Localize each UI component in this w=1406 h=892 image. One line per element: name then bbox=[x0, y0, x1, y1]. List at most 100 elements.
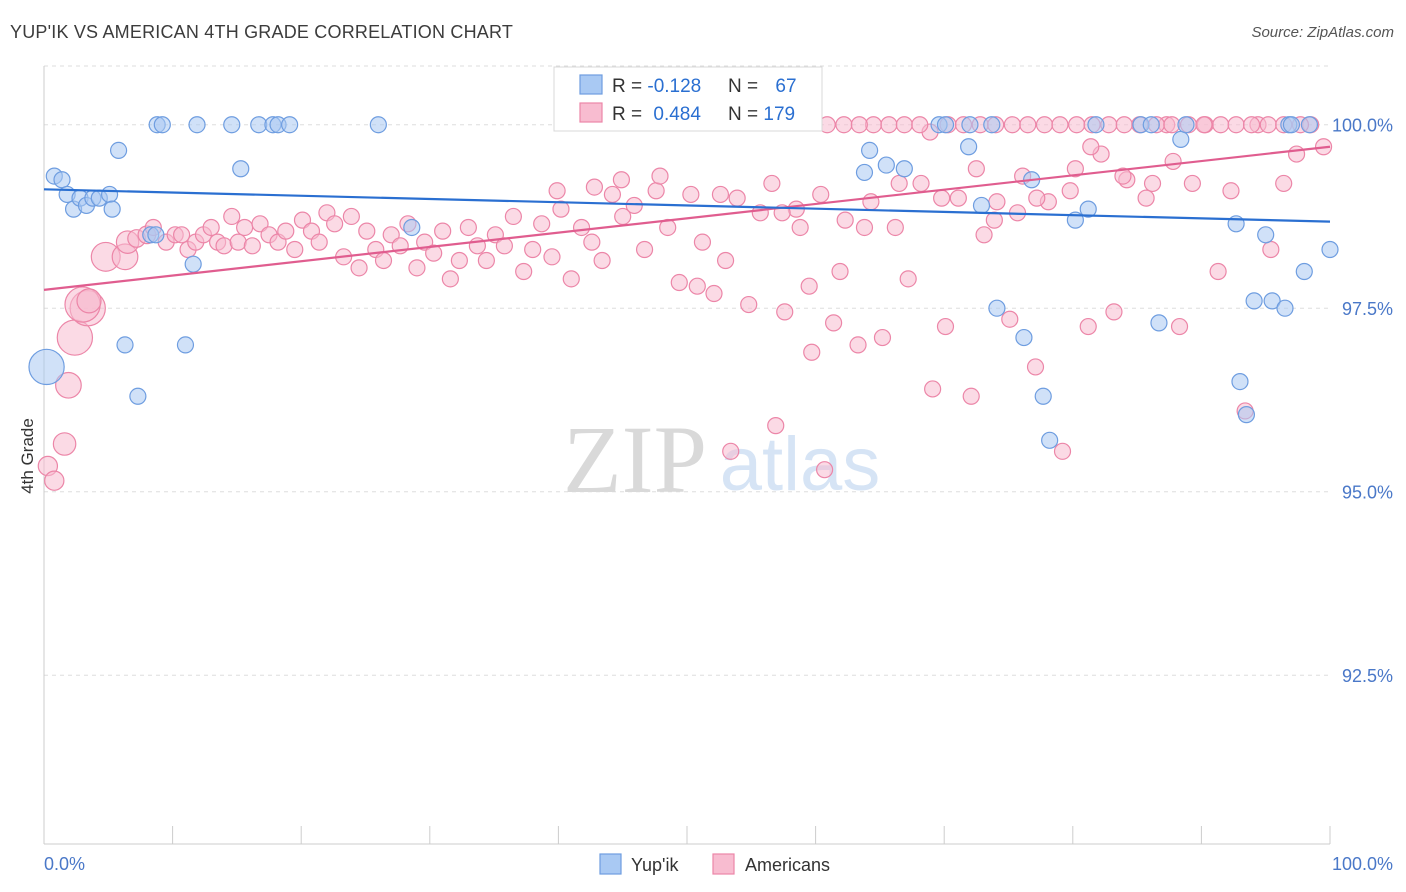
yupik-point bbox=[223, 116, 241, 134]
y-axis-label: 4th Grade bbox=[18, 418, 37, 494]
american-point bbox=[382, 226, 400, 244]
american-point bbox=[711, 185, 730, 204]
american-point bbox=[873, 328, 892, 347]
american-point bbox=[408, 259, 426, 277]
series-legend: Yup'ik Americans bbox=[599, 853, 830, 875]
legend-label-americans: Americans bbox=[745, 855, 830, 875]
american-point bbox=[1242, 116, 1261, 134]
yupik-point bbox=[1034, 387, 1052, 405]
american-point bbox=[740, 295, 758, 314]
yupik-point bbox=[972, 196, 991, 215]
american-point bbox=[1195, 116, 1213, 134]
american-point bbox=[173, 226, 191, 244]
yupik-point bbox=[109, 141, 128, 160]
yupik-point bbox=[147, 226, 165, 244]
r-value-americans: 0.484 bbox=[653, 104, 701, 125]
american-point bbox=[358, 222, 376, 240]
yupik-point bbox=[1321, 240, 1339, 259]
n-label-yupik: N = bbox=[728, 76, 763, 97]
american-point bbox=[215, 237, 233, 255]
american-point bbox=[1212, 116, 1230, 134]
american-point bbox=[890, 174, 908, 193]
american-point bbox=[716, 251, 735, 270]
american-point bbox=[1143, 174, 1162, 193]
yupik-point bbox=[1142, 116, 1160, 134]
american-point bbox=[1275, 174, 1293, 193]
american-point bbox=[886, 218, 904, 237]
american-point bbox=[895, 116, 913, 134]
yupik-points bbox=[28, 116, 1339, 449]
american-point bbox=[543, 248, 561, 266]
chart-title: YUP'IK VS AMERICAN 4TH GRADE CORRELATION… bbox=[10, 22, 514, 42]
american-point bbox=[450, 251, 468, 270]
american-point bbox=[800, 277, 818, 295]
american-point bbox=[835, 116, 853, 134]
american-point bbox=[229, 233, 247, 251]
source-label: Source: ZipAtlas.com bbox=[1251, 24, 1394, 41]
stats-legend: R = -0.128 N = 67 R = 0.484 N = 179 bbox=[553, 66, 823, 132]
legend-label-yupik: Yup'ik bbox=[631, 855, 679, 875]
american-point bbox=[670, 273, 688, 292]
american-point bbox=[55, 371, 82, 399]
n-value-americans: 179 bbox=[763, 104, 795, 125]
yupik-point bbox=[403, 218, 421, 237]
yupik-point bbox=[281, 116, 299, 134]
american-point bbox=[459, 218, 477, 237]
americans-trend-line bbox=[43, 145, 1331, 291]
american-point bbox=[1026, 358, 1045, 376]
yupik-point bbox=[1041, 431, 1059, 449]
american-point bbox=[831, 262, 849, 281]
r-label-americans: R = bbox=[612, 104, 647, 125]
american-point bbox=[243, 237, 261, 255]
american-point bbox=[1028, 189, 1046, 207]
y-tick-label: 100.0% bbox=[1332, 116, 1393, 136]
y-tick-label: 92.5% bbox=[1342, 666, 1393, 686]
yupik-point bbox=[1237, 406, 1256, 424]
american-point bbox=[515, 262, 533, 281]
watermark-atlas: atlas bbox=[720, 422, 881, 507]
american-point bbox=[1227, 116, 1245, 134]
american-point bbox=[933, 189, 951, 207]
american-point bbox=[1003, 116, 1021, 134]
american-point bbox=[763, 174, 781, 193]
american-point bbox=[1183, 174, 1201, 193]
yupik-point bbox=[988, 299, 1006, 317]
american-point bbox=[603, 185, 622, 204]
american-point bbox=[1051, 116, 1069, 134]
yupik-point bbox=[895, 160, 913, 178]
american-point bbox=[924, 380, 942, 398]
yupik-point bbox=[877, 156, 895, 174]
american-point bbox=[552, 200, 570, 218]
stats-legend-swatch-yupik bbox=[579, 74, 603, 95]
american-point bbox=[342, 207, 360, 226]
american-point bbox=[647, 182, 665, 200]
yupik-point bbox=[1245, 292, 1263, 310]
yupik-point bbox=[1231, 373, 1249, 391]
american-point bbox=[52, 432, 77, 456]
legend-swatch-yupik bbox=[599, 853, 622, 875]
american-point bbox=[223, 207, 241, 226]
american-point bbox=[728, 189, 746, 207]
american-point bbox=[635, 240, 654, 259]
american-point bbox=[855, 218, 874, 237]
american-point bbox=[1068, 116, 1086, 134]
yupik-point bbox=[1177, 116, 1195, 134]
yupik-point bbox=[861, 141, 879, 160]
american-point bbox=[44, 470, 65, 491]
american-point bbox=[985, 211, 1003, 229]
american-point bbox=[583, 233, 601, 251]
yupik-point bbox=[184, 255, 202, 273]
american-point bbox=[350, 259, 368, 277]
american-point bbox=[524, 240, 542, 259]
yupik-point bbox=[369, 116, 387, 134]
y-tick-label: 97.5% bbox=[1342, 299, 1393, 319]
american-point bbox=[425, 244, 443, 262]
american-point bbox=[899, 270, 917, 288]
r-value-yupik: -0.128 bbox=[647, 76, 701, 97]
american-point bbox=[374, 251, 393, 270]
svg-text:N = 179: N = 179 bbox=[728, 104, 795, 125]
yupik-point bbox=[1015, 328, 1033, 347]
american-point bbox=[293, 211, 312, 229]
american-point bbox=[1115, 116, 1133, 134]
american-point bbox=[533, 215, 551, 233]
